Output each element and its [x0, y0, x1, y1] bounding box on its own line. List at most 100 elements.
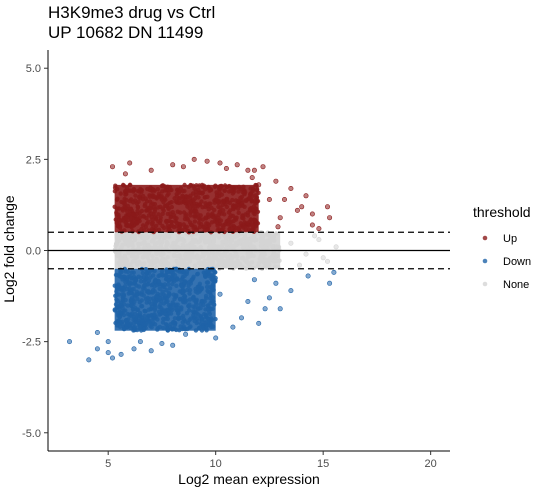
data-point: [205, 316, 211, 321]
data-point: [204, 284, 210, 290]
data-point: [147, 264, 152, 269]
data-point: [115, 285, 120, 291]
data-point: [260, 258, 266, 263]
data-point: [140, 255, 146, 260]
data-point: [309, 211, 315, 217]
data-point: [243, 266, 249, 271]
data-point: [212, 184, 218, 189]
data-point: [241, 225, 246, 230]
data-point: [158, 215, 163, 220]
data-point: [172, 273, 178, 278]
data-point: [215, 223, 220, 228]
data-point: [161, 325, 166, 331]
data-point: [161, 199, 166, 205]
data-point: [240, 215, 245, 220]
data-point: [142, 239, 147, 245]
data-point: [125, 263, 130, 268]
data-point: [281, 197, 287, 203]
data-point: [231, 260, 237, 265]
data-point: [152, 245, 158, 250]
data-point: [152, 207, 158, 212]
legend-label-down: Down: [503, 256, 531, 268]
data-point: [196, 187, 201, 192]
data-point: [173, 241, 178, 246]
legend-key-none: [482, 281, 488, 287]
data-point: [208, 293, 214, 298]
data-point: [230, 324, 236, 330]
data-point: [145, 316, 150, 321]
data-point: [178, 324, 183, 329]
data-point: [213, 316, 218, 322]
data-point: [174, 327, 179, 333]
data-point: [145, 186, 150, 192]
data-point: [248, 264, 253, 269]
data-point: [288, 186, 294, 192]
data-point: [141, 274, 146, 280]
data-point: [123, 279, 128, 285]
data-point: [150, 290, 155, 295]
data-point: [148, 296, 153, 301]
data-point: [169, 269, 174, 274]
data-point: [172, 316, 178, 321]
data-point: [212, 207, 217, 213]
data-point: [143, 196, 148, 201]
data-point: [149, 221, 154, 226]
data-point: [144, 235, 149, 241]
data-point: [142, 279, 147, 284]
data-point: [164, 326, 170, 332]
data-point: [177, 253, 183, 258]
data-point: [174, 220, 179, 225]
data-point: [184, 298, 189, 303]
data-point: [128, 240, 133, 245]
data-point: [152, 316, 157, 321]
data-point: [129, 296, 134, 301]
data-point: [170, 300, 175, 305]
data-point: [157, 286, 162, 291]
data-point: [161, 316, 166, 322]
data-point: [236, 226, 241, 232]
data-point: [203, 240, 208, 245]
data-point: [110, 355, 116, 361]
data-point: [211, 215, 216, 220]
data-point: [273, 280, 279, 286]
data-point: [233, 185, 239, 190]
data-point: [178, 277, 183, 283]
data-point: [221, 225, 226, 231]
data-point: [123, 259, 129, 264]
data-point: [128, 206, 134, 211]
data-point: [130, 212, 136, 217]
data-point: [180, 290, 185, 296]
data-point: [164, 203, 169, 208]
data-point: [202, 224, 207, 229]
data-point: [137, 339, 143, 345]
data-point: [142, 202, 148, 207]
data-point: [327, 215, 333, 221]
data-point: [94, 346, 100, 352]
data-point: [182, 280, 187, 285]
series-down-cloud: [112, 266, 218, 333]
data-point: [224, 246, 229, 251]
data-point: [192, 219, 198, 224]
data-point: [187, 302, 192, 307]
data-point: [166, 282, 171, 287]
data-point: [144, 270, 149, 276]
data-point: [180, 246, 185, 251]
data-point: [155, 187, 160, 192]
data-point: [147, 208, 152, 214]
data-point: [288, 288, 294, 294]
data-point: [133, 193, 138, 198]
data-point: [132, 237, 138, 243]
data-point: [116, 292, 121, 297]
data-point: [150, 217, 155, 222]
data-point: [204, 221, 209, 226]
data-point: [166, 191, 171, 196]
data-point: [128, 323, 133, 328]
data-point: [156, 219, 161, 224]
data-point: [173, 199, 178, 204]
data-point: [162, 282, 167, 287]
data-point: [180, 242, 185, 247]
data-point: [118, 300, 124, 306]
data-point: [222, 188, 227, 193]
data-point: [205, 307, 211, 312]
